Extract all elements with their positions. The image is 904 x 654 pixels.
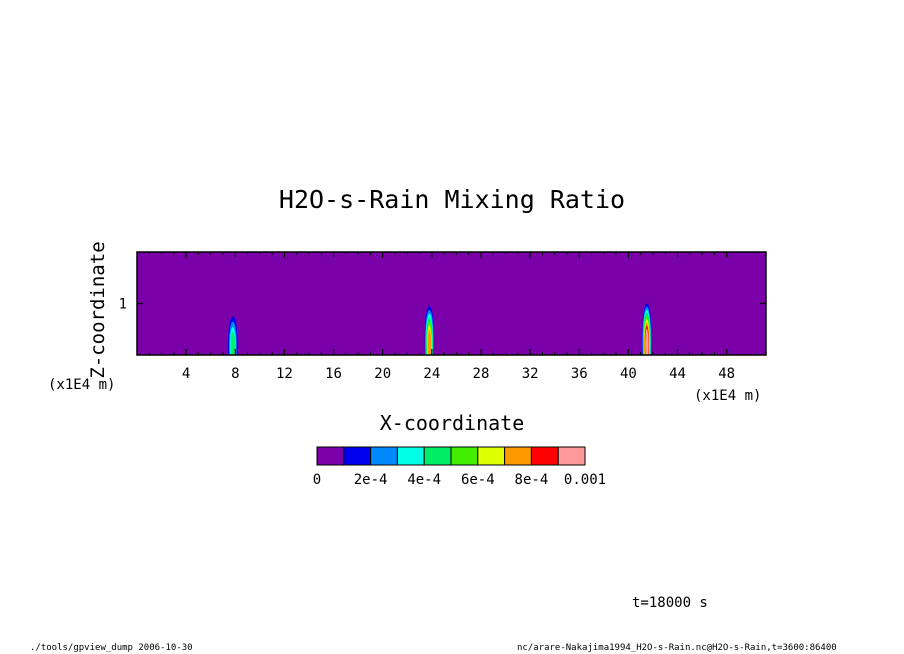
colorbar-label: 4e-4	[407, 472, 441, 488]
x-tick-label: 28	[473, 366, 490, 382]
rain-feature	[642, 303, 652, 355]
colorbar-label: 2e-4	[354, 472, 388, 488]
chart-title: H2O-s-Rain Mixing Ratio	[279, 185, 625, 214]
rain-feature	[424, 306, 435, 355]
colorbar-swatch	[477, 446, 506, 466]
footer-right: nc/arare-Nakajima1994_H2O-s-Rain.nc@H2O-…	[517, 643, 837, 653]
x-tick-label: 40	[620, 366, 637, 382]
plot-background	[137, 252, 766, 355]
x-tick-label: 36	[571, 366, 588, 382]
colorbar-swatch	[343, 446, 372, 466]
colorbar-swatch	[450, 446, 479, 466]
x-tick-label: 8	[231, 366, 239, 382]
x-tick-label: 20	[374, 366, 391, 382]
colorbar: 0 2e-4 4e-4 6e-4 8e-4 0.001	[313, 446, 606, 488]
colorbar-label: 6e-4	[461, 472, 495, 488]
x-tick-label: 16	[325, 366, 342, 382]
contour-level-4	[230, 332, 235, 355]
x-tick-label: 32	[522, 366, 539, 382]
x-axis-unit: (x1E4 m)	[694, 388, 761, 404]
colorbar-swatch	[370, 446, 398, 466]
colorbar-swatch	[557, 446, 586, 466]
colorbar-swatch	[504, 446, 532, 466]
colorbar-label: 0.001	[564, 472, 606, 488]
colorbar-label: 0	[313, 472, 321, 488]
footer-left: ./tools/gpview_dump 2006-10-30	[30, 643, 193, 653]
x-axis-label: X-coordinate	[380, 411, 525, 435]
x-tick-label: 48	[718, 366, 735, 382]
colorbar-swatch	[530, 446, 559, 466]
x-tick-label: 12	[276, 366, 293, 382]
colorbar-label: 8e-4	[515, 472, 549, 488]
contour-level-9	[645, 328, 649, 355]
time-label: t=18000 s	[632, 595, 708, 611]
x-tick-label: 24	[423, 366, 440, 382]
colorbar-swatch	[396, 446, 425, 466]
colorbar-swatch	[316, 446, 345, 466]
y-axis-label: Z-coordinate	[87, 241, 109, 378]
plot-area: 4 8 12 16 20 24 28 32 36 40 44 48 1	[119, 251, 767, 382]
x-tick-label: 44	[669, 366, 686, 382]
colorbar-swatch	[423, 446, 452, 466]
x-tick-label: 4	[182, 366, 190, 382]
rain-feature	[228, 316, 238, 355]
y-tick-label: 1	[119, 297, 127, 313]
y-axis-unit: (x1E4 m)	[48, 377, 115, 393]
contour-level-7	[427, 329, 432, 355]
